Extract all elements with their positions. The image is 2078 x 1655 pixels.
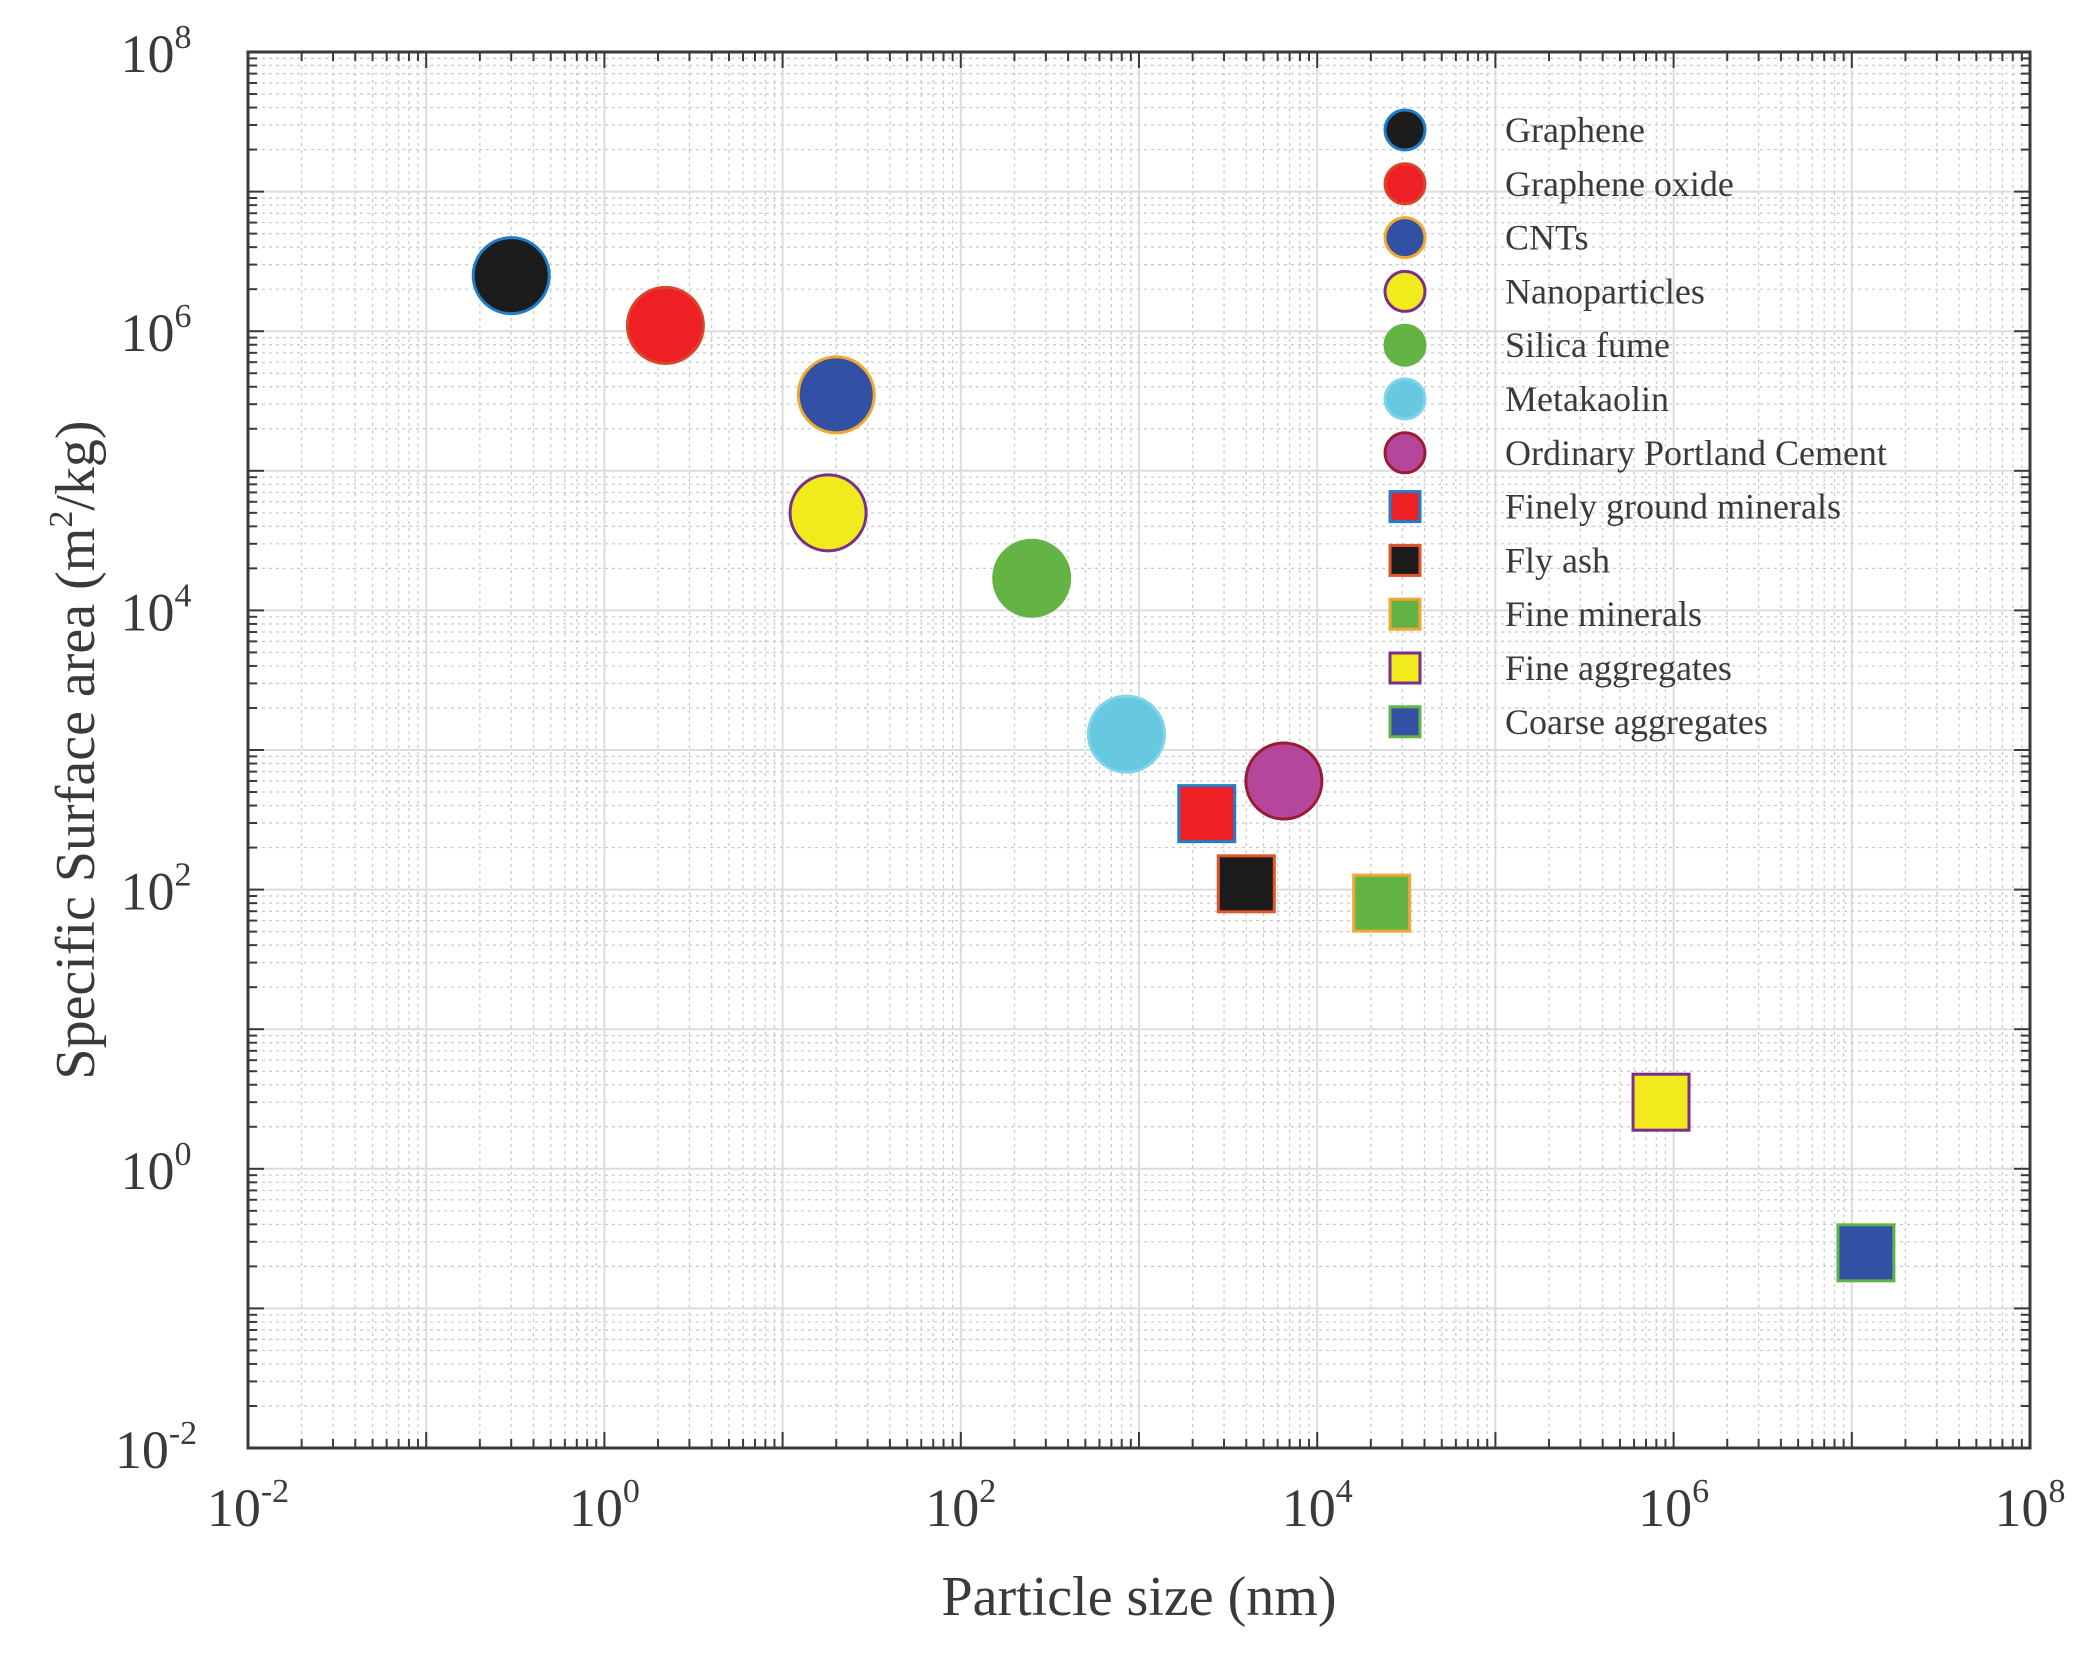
x-tick-label-base: 10 xyxy=(207,1478,261,1538)
legend-marker-fine-aggregates xyxy=(1388,651,1422,685)
data-points xyxy=(471,236,1896,1283)
x-tick-label: 108 xyxy=(1995,1473,2066,1538)
y-tick-label-base: 10 xyxy=(115,1420,169,1480)
x-tick-label-exponent: 8 xyxy=(2049,1473,2066,1510)
legend-label-ordinary-portland-cement: Ordinary Portland Cement xyxy=(1505,433,1887,473)
y-tick-label-exponent: 8 xyxy=(175,19,192,56)
y-tick-label: 104 xyxy=(121,577,192,642)
y-axis-title-main: Specific Surface area (m xyxy=(45,528,107,1080)
legend-marker-finely-ground-minerals xyxy=(1388,490,1422,524)
legend-marker-fly-ash xyxy=(1388,543,1422,577)
y-axis-title: Specific Surface area (m2/kg) xyxy=(43,420,107,1079)
y-tick-label: 106 xyxy=(121,298,192,363)
y-tick-label-exponent: 6 xyxy=(175,298,192,335)
y-tick-label-base: 10 xyxy=(121,24,175,84)
legend: Graphene Graphene oxide CNTs Nanoparticles S… xyxy=(1383,108,1887,742)
legend-marker-ordinary-portland-cement xyxy=(1383,431,1427,475)
y-axis-title-superscript: 2 xyxy=(43,511,80,528)
legend-label-silica-fume: Silica fume xyxy=(1505,325,1670,365)
point-fine-minerals xyxy=(1352,873,1412,933)
point-ordinary-portland-cement xyxy=(1244,741,1324,821)
y-tick-label: 102 xyxy=(121,857,192,922)
legend-marker-silica-fume xyxy=(1383,323,1427,367)
legend-label-metakaolin: Metakaolin xyxy=(1505,379,1669,419)
x-tick-label: 104 xyxy=(1282,1473,1353,1538)
y-tick-label-base: 10 xyxy=(121,1141,175,1201)
legend-marker-cnts xyxy=(1383,216,1427,260)
point-finely-ground-minerals xyxy=(1177,784,1237,844)
x-tick-label-base: 10 xyxy=(1995,1478,2049,1538)
y-axis-title-tail: /kg) xyxy=(45,420,107,510)
y-tick-label: 100 xyxy=(121,1136,192,1201)
legend-marker-coarse-aggregates xyxy=(1388,705,1422,739)
legend-label-graphene: Graphene xyxy=(1505,110,1645,150)
x-tick-label-base: 10 xyxy=(1638,1478,1692,1538)
legend-label-fly-ash: Fly ash xyxy=(1505,540,1610,580)
x-tick-labels: 10-2 100 102 104 106 108 xyxy=(207,1473,2066,1538)
legend-label-nanoparticles: Nanoparticles xyxy=(1505,271,1705,311)
legend-label-cnts: CNTs xyxy=(1505,218,1589,258)
legend-label-coarse-aggregates: Coarse aggregates xyxy=(1505,702,1768,742)
legend-label-graphene-oxide: Graphene oxide xyxy=(1505,164,1734,204)
y-tick-label-base: 10 xyxy=(121,303,175,363)
legend-marker-fine-minerals xyxy=(1388,597,1422,631)
x-tick-label-base: 10 xyxy=(569,1478,623,1538)
x-tick-label: 106 xyxy=(1638,1473,1709,1538)
x-tick-label: 102 xyxy=(925,1473,996,1538)
y-tick-label-exponent: 4 xyxy=(175,577,192,614)
x-tick-label-exponent: 0 xyxy=(623,1473,640,1510)
axis-ticks xyxy=(247,51,2031,1449)
x-tick-label-exponent: 2 xyxy=(979,1473,996,1510)
x-tick-label-exponent: 4 xyxy=(1336,1473,1353,1510)
x-tick-label: 100 xyxy=(569,1473,640,1538)
point-coarse-aggregates xyxy=(1836,1223,1896,1283)
legend-label-finely-ground-minerals: Finely ground minerals xyxy=(1505,487,1841,527)
x-tick-label-exponent: 6 xyxy=(1692,1473,1709,1510)
point-fly-ash xyxy=(1216,854,1276,914)
y-tick-label-exponent: -2 xyxy=(169,1415,197,1452)
y-tick-label: 10-2 xyxy=(115,1415,197,1480)
point-metakaolin xyxy=(1086,694,1166,774)
x-tick-label-exponent: -2 xyxy=(261,1473,289,1510)
x-tick-label-base: 10 xyxy=(1282,1478,1336,1538)
x-axis-title: Particle size (nm) xyxy=(942,1566,1337,1628)
point-silica-fume xyxy=(992,538,1072,618)
legend-marker-metakaolin xyxy=(1383,377,1427,421)
grid-lines xyxy=(247,52,2030,1449)
y-tick-label-exponent: 0 xyxy=(175,1136,192,1173)
point-graphene-oxide xyxy=(625,285,705,365)
legend-marker-graphene xyxy=(1383,108,1427,152)
x-tick-label: 10-2 xyxy=(207,1473,289,1538)
y-tick-label: 108 xyxy=(121,19,192,84)
y-tick-label-base: 10 xyxy=(121,862,175,922)
point-graphene xyxy=(471,236,551,316)
legend-marker-nanoparticles xyxy=(1383,269,1427,313)
legend-label-fine-aggregates: Fine aggregates xyxy=(1505,648,1732,688)
point-cnts xyxy=(796,355,876,435)
legend-label-fine-minerals: Fine minerals xyxy=(1505,594,1702,634)
y-tick-label-base: 10 xyxy=(121,582,175,642)
x-tick-label-base: 10 xyxy=(925,1478,979,1538)
legend-marker-graphene-oxide xyxy=(1383,162,1427,206)
y-tick-label-exponent: 2 xyxy=(175,857,192,894)
point-fine-aggregates xyxy=(1631,1072,1691,1132)
point-nanoparticles xyxy=(788,473,868,553)
